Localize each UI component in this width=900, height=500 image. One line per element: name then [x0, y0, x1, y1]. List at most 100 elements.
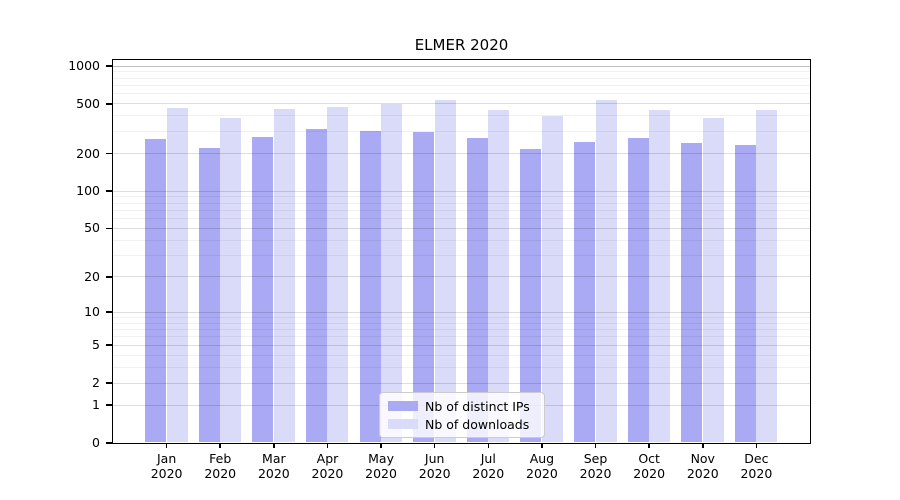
y-tick-label: 1000 [68, 58, 100, 73]
bar-distinct-ips-may [359, 131, 381, 442]
x-tick-month: Oct [638, 451, 660, 466]
y-tick-mark [106, 190, 113, 192]
y-tick-label: 500 [76, 95, 100, 111]
minor-gridline [113, 77, 810, 79]
legend-swatch-downloads [388, 419, 418, 429]
bar-downloads-dec [756, 109, 778, 442]
major-gridline-100 [113, 190, 810, 192]
y-tick-mark [106, 227, 113, 230]
bar-distinct-ips-sep [574, 142, 596, 442]
bar-distinct-ips-aug [520, 148, 542, 442]
x-tick-month: May [368, 451, 394, 466]
y-tick-label: 100 [76, 183, 100, 199]
x-tick-year: 2020 [418, 465, 451, 481]
bar-distinct-ips-apr [305, 128, 327, 442]
x-tick-month: Mar [262, 451, 286, 466]
bar-downloads-apr [327, 107, 349, 442]
x-tick-mark [648, 443, 650, 448]
x-tick-label-jul: Jul 2020 [456, 451, 520, 481]
bar-distinct-ips-jan [145, 138, 167, 442]
x-tick-month: Sep [583, 451, 608, 466]
legend-swatch-distinct-ips [388, 401, 418, 411]
x-tick-label-oct: Oct 2020 [617, 451, 681, 481]
x-tick-label-mar: Mar 2020 [242, 451, 306, 481]
major-gridline-10 [113, 311, 810, 313]
y-tick-label: 1 [92, 397, 100, 413]
x-tick-mark [594, 443, 597, 448]
x-tick-mark [273, 443, 275, 448]
bar-downloads-nov [702, 117, 724, 442]
x-tick-mark [702, 443, 704, 448]
y-tick-label: 50 [84, 220, 100, 236]
minor-gridline [113, 84, 810, 86]
x-tick-mark [219, 443, 221, 448]
x-tick-month: Apr [316, 451, 339, 466]
x-tick-mark [165, 443, 168, 448]
bar-distinct-ips-nov [681, 143, 703, 442]
major-gridline-2 [113, 382, 810, 384]
y-tick-mark [106, 65, 113, 67]
y-tick-label: 200 [76, 145, 100, 161]
x-tick-month: Jun [424, 451, 445, 466]
y-tick-mark [106, 382, 113, 384]
x-tick-year: 2020 [579, 465, 612, 481]
minor-gridline [113, 202, 810, 204]
major-gridline-5 [113, 344, 810, 346]
bar-downloads-sep [595, 99, 617, 442]
y-tick-mark [106, 404, 113, 406]
x-tick-month: Aug [529, 451, 555, 466]
x-tick-label-may: May 2020 [349, 451, 413, 481]
bar-distinct-ips-dec [734, 144, 756, 442]
minor-gridline [113, 354, 810, 356]
x-tick-mark [755, 443, 758, 448]
bar-downloads-jan [166, 107, 188, 442]
y-tick-label: 0 [92, 435, 100, 450]
minor-gridline [113, 196, 810, 198]
x-tick-label-dec: Dec 2020 [724, 451, 788, 481]
bar-downloads-jun [434, 100, 456, 442]
chart-title: ELMER 2020 [414, 36, 509, 54]
y-tick-label: 10 [84, 304, 100, 320]
x-tick-mark [433, 443, 436, 448]
minor-gridline [113, 115, 810, 117]
x-tick-year: 2020 [311, 465, 344, 481]
y-tick-mark [106, 311, 113, 313]
bar-downloads-mar [273, 109, 295, 442]
y-tick-mark [106, 276, 113, 278]
bar-downloads-may [381, 103, 403, 442]
x-tick-month: Jul [480, 451, 496, 466]
y-tick-mark [106, 152, 113, 155]
x-tick-mark [541, 443, 543, 448]
y-tick-label: 5 [92, 337, 100, 353]
major-gridline-500 [113, 103, 810, 105]
bar-distinct-ips-feb [198, 147, 220, 442]
bar-downloads-aug [541, 116, 563, 442]
minor-gridline [113, 329, 810, 331]
x-tick-year: 2020 [150, 465, 183, 481]
x-tick-month: Feb [209, 451, 232, 466]
minor-gridline [113, 322, 810, 324]
y-tick-label: 2 [92, 375, 100, 391]
bar-distinct-ips-jul [466, 137, 488, 442]
x-tick-label-sep: Sep 2020 [564, 451, 628, 481]
x-tick-label-apr: Apr 2020 [295, 451, 359, 481]
x-tick-mark [326, 443, 329, 448]
bar-distinct-ips-oct [627, 137, 649, 442]
legend-item-distinct-ips: Nb of distinct IPs [380, 399, 544, 414]
minor-gridline [113, 366, 810, 368]
minor-gridline [113, 93, 810, 95]
minor-gridline [113, 336, 810, 338]
legend-label-downloads: Nb of downloads [425, 416, 530, 432]
bar-downloads-oct [649, 110, 671, 442]
minor-gridline [113, 209, 810, 211]
minor-gridline [113, 131, 810, 133]
major-gridline-1000 [113, 65, 810, 67]
x-tick-month: Dec [744, 451, 769, 466]
bar-downloads-jul [488, 109, 510, 442]
bar-downloads-feb [220, 117, 242, 442]
legend-item-downloads: Nb of downloads [380, 417, 544, 432]
x-tick-year: 2020 [204, 465, 237, 481]
x-tick-label-feb: Feb 2020 [188, 451, 252, 481]
x-tick-year: 2020 [740, 465, 773, 481]
